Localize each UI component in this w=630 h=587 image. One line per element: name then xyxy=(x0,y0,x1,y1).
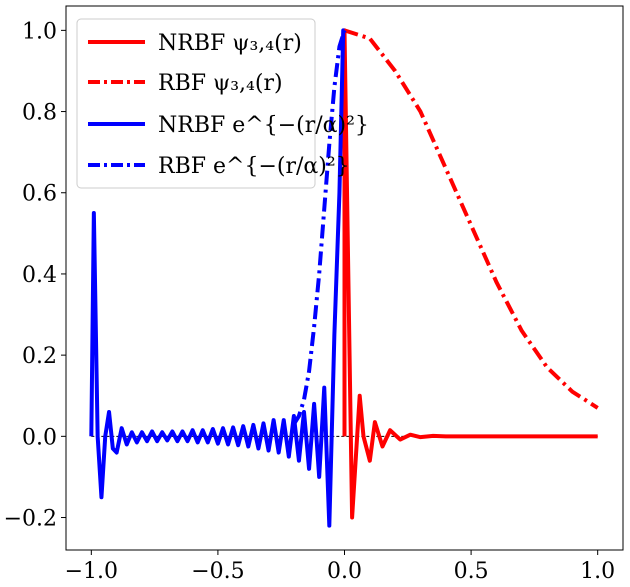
legend-label-nrbf-psi: NRBF ψ₃,₄(r) xyxy=(158,31,302,56)
series-line-1 xyxy=(343,28,599,410)
series-line-0 xyxy=(342,28,598,520)
y-tick-label: 0.2 xyxy=(22,344,57,369)
legend-label-rbf-psi: RBF ψ₃,₄(r) xyxy=(158,71,283,96)
x-tick-label: −0.5 xyxy=(191,559,244,584)
y-tick-label: 0.4 xyxy=(22,263,57,288)
legend-label-nrbf-gauss: NRBF e^{−(r/α)²} xyxy=(158,113,369,138)
data-layer xyxy=(89,28,599,528)
series-line-3 xyxy=(292,29,347,426)
x-tick-label: 1.0 xyxy=(580,559,615,584)
series-line-2 xyxy=(89,28,346,528)
legend: NRBF ψ₃,₄(r) RBF ψ₃,₄(r) NRBF e^{−(r/α)²… xyxy=(76,18,369,189)
x-tick-label: −1.0 xyxy=(65,559,118,584)
y-tick-label: 1.0 xyxy=(22,19,57,44)
x-tick-label: 0.5 xyxy=(454,559,489,584)
legend-label-rbf-gauss: RBF e^{−(r/α)²} xyxy=(158,154,350,179)
legend-box xyxy=(76,18,316,189)
y-tick-label: −0.2 xyxy=(4,507,57,532)
y-tick-label: 0.0 xyxy=(22,425,57,450)
y-tick-label: 0.6 xyxy=(22,182,57,207)
axes-layer: −1.0 −0.5 0.0 0.5 1.0 −0.2 0.0 0.2 0.4 0.6 0.8 1.0 xyxy=(4,19,616,584)
y-tick-label: 0.8 xyxy=(22,101,57,126)
x-tick-label: 0.0 xyxy=(327,559,362,584)
